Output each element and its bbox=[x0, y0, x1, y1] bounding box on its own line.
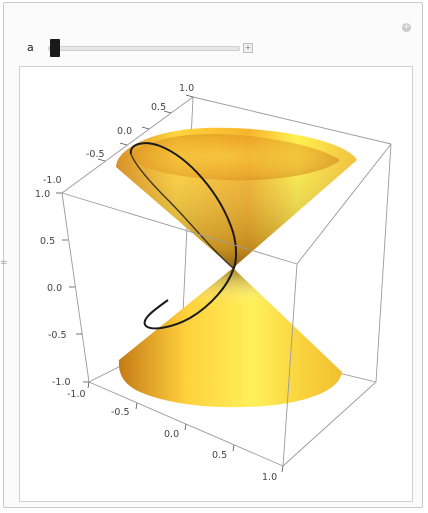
tick-label: -1.0 bbox=[43, 175, 62, 186]
lower-cone bbox=[118, 268, 342, 408]
tick-label: 1.0 bbox=[262, 472, 277, 483]
tick-label: 1.0 bbox=[179, 83, 194, 94]
parameter-label: a bbox=[27, 41, 34, 54]
tick-label: 0.5 bbox=[212, 450, 227, 461]
section-curve bbox=[129, 142, 237, 330]
tick-label: -0.5 bbox=[111, 407, 130, 418]
panel-options-icon[interactable]: + bbox=[402, 22, 411, 32]
slider-expand-button[interactable]: + bbox=[243, 43, 253, 53]
tick-label: 0.5 bbox=[151, 102, 166, 113]
tick-marks bbox=[56, 94, 284, 473]
tick-label: -0.5 bbox=[86, 149, 105, 160]
upper-cone bbox=[116, 127, 357, 268]
tick-label: -1.0 bbox=[52, 377, 71, 388]
tick-labels: 1.0 0.5 0.0 -0.5 -1.0 1.0 0.5 0.0 -0.5 -… bbox=[35, 83, 277, 483]
tick-label: 0.0 bbox=[117, 126, 132, 137]
tick-label: 0.5 bbox=[40, 236, 55, 247]
tick-label: -1.0 bbox=[67, 389, 86, 400]
side-mark: = bbox=[0, 258, 8, 268]
parameter-slider[interactable] bbox=[48, 46, 240, 51]
tick-label: -0.5 bbox=[48, 330, 67, 341]
tick-label: 0.0 bbox=[47, 283, 62, 294]
slider-thumb[interactable] bbox=[49, 39, 60, 57]
3d-plot[interactable]: 1.0 0.5 0.0 -0.5 -1.0 1.0 0.5 0.0 -0.5 -… bbox=[19, 66, 413, 502]
bounding-box-front bbox=[61, 143, 392, 467]
tick-label: 1.0 bbox=[35, 189, 50, 200]
tick-label: 0.0 bbox=[164, 429, 179, 440]
